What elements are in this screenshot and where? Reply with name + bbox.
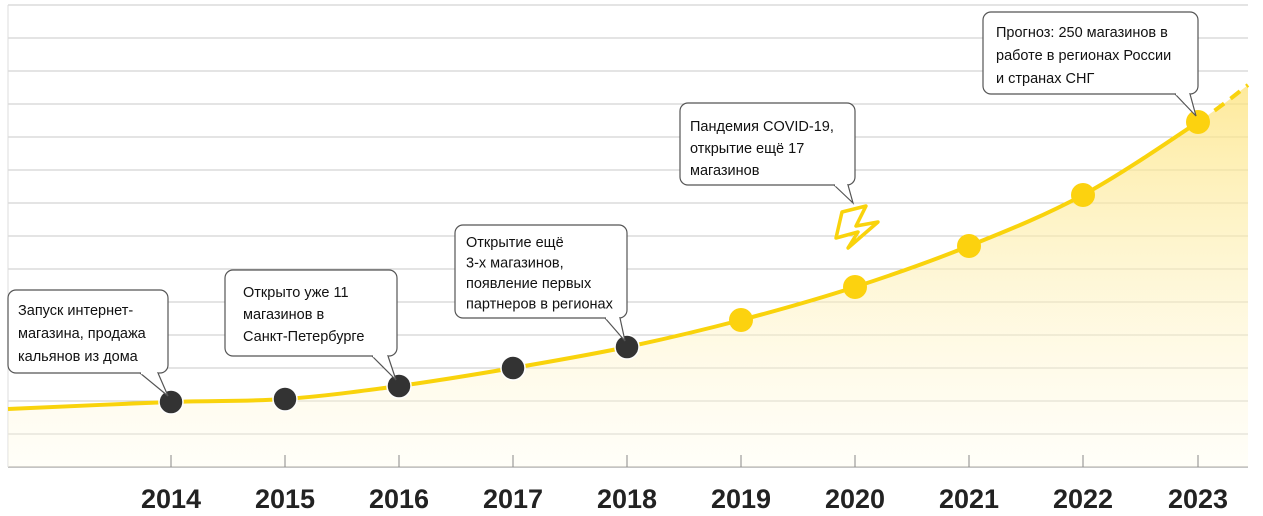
callout-tail — [833, 184, 855, 205]
year-label: 2020 — [825, 484, 885, 514]
callout-text: работе в регионах России — [996, 48, 1171, 64]
year-label: 2016 — [369, 484, 429, 514]
year-point — [729, 308, 753, 332]
year-point — [614, 334, 640, 360]
callout-box — [224, 269, 398, 357]
callout-box — [679, 102, 856, 186]
callout-text: магазинов — [690, 163, 760, 179]
year-label: 2019 — [711, 484, 771, 514]
callout-box — [982, 11, 1199, 95]
year-point — [1186, 110, 1210, 134]
callout-box — [7, 289, 169, 374]
year-label: 2023 — [1168, 484, 1228, 514]
callout-text: открытие ещё 17 — [690, 141, 804, 157]
callout-tail — [139, 372, 169, 397]
callout: Запуск интернет-магазина, продажа кальяно… — [7, 289, 169, 397]
callout-text: магазинов в — [243, 307, 324, 323]
callout-text: 3-х магазинов, — [466, 256, 564, 272]
year-label: 2014 — [141, 484, 201, 514]
callout-text: Пандемия COVID-19, — [690, 119, 834, 135]
year-label: 2015 — [255, 484, 315, 514]
callout-box — [454, 224, 628, 319]
year-point — [500, 355, 526, 381]
callout-tail — [1174, 93, 1197, 117]
callout: Открыто уже 11 магазинов в Санкт-Петербург… — [224, 269, 398, 381]
callout-text: Открытие ещё — [466, 235, 564, 251]
year-label: 2021 — [939, 484, 999, 514]
year-label: 2017 — [483, 484, 543, 514]
callout: Открытие ещё 3-х магазинов, появление перв… — [454, 224, 628, 342]
year-point — [386, 373, 412, 399]
year-point — [843, 275, 867, 299]
lightning-icon — [834, 204, 880, 250]
callout-text: Открыто уже 11 — [243, 285, 349, 301]
year-label: 2022 — [1053, 484, 1113, 514]
callout-tail — [604, 317, 626, 342]
year-label: 2018 — [597, 484, 657, 514]
year-point — [158, 389, 184, 415]
year-point — [957, 234, 981, 258]
growth-area — [8, 85, 1248, 467]
callout-text: Запуск интернет- — [18, 303, 133, 319]
year-point — [272, 386, 298, 412]
callout-text: появление первых — [466, 276, 592, 292]
callout-text: магазина, продажа — [18, 326, 147, 342]
callout: Пандемия COVID-19, открытие ещё 17 магазин… — [679, 102, 856, 205]
callout-text: кальянов из дома — [18, 349, 139, 365]
callout-text: Прогноз: 250 магазинов в — [996, 25, 1168, 41]
year-point — [1071, 183, 1095, 207]
callout: Прогноз: 250 магазинов в работе в региона… — [982, 11, 1199, 117]
callout-text: партнеров в регионах — [466, 297, 614, 313]
plot — [7, 83, 1250, 467]
callout-text: и странах СНГ — [996, 71, 1094, 87]
callout-tail — [371, 355, 397, 381]
callout-text: Санкт-Петербурге — [243, 329, 364, 345]
